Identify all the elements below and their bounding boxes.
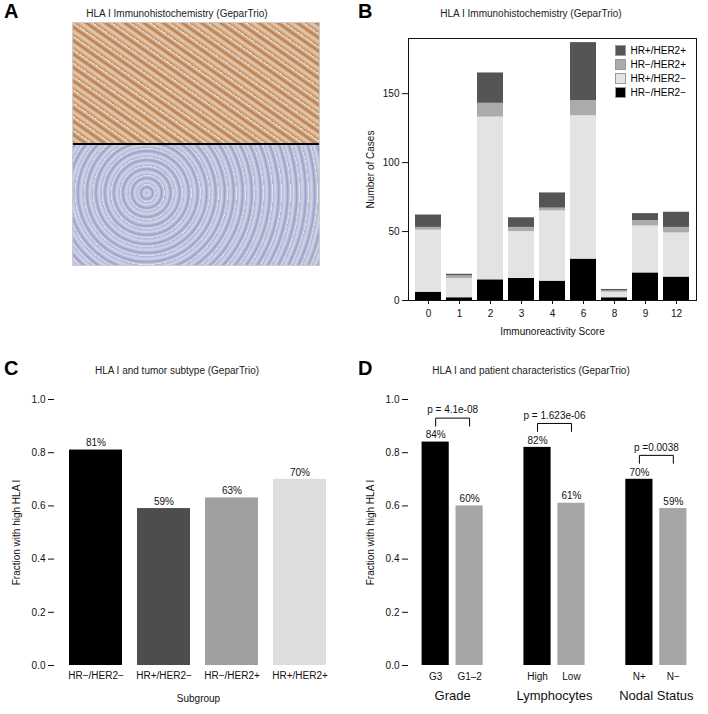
svg-text:HR−/HER2+: HR−/HER2+ (204, 670, 260, 681)
svg-text:Grade: Grade (435, 688, 471, 703)
svg-text:84%: 84% (426, 429, 446, 440)
svg-text:70%: 70% (629, 467, 649, 478)
svg-text:59%: 59% (154, 496, 174, 507)
svg-text:6: 6 (581, 308, 587, 319)
svg-text:0.8: 0.8 (386, 447, 400, 458)
svg-text:p = 4.1e-08: p = 4.1e-08 (427, 404, 478, 415)
svg-text:61%: 61% (561, 490, 581, 501)
svg-text:2: 2 (488, 308, 494, 319)
html-text:B: B (358, 0, 373, 22)
svg-text:G1–2: G1–2 (457, 671, 482, 682)
html-text:HLA I and tumor subtype (Gepar: HLA I and tumor subtype (GeparTrio) (94, 365, 260, 376)
svg-text:50: 50 (388, 226, 400, 237)
svg-text:0.2: 0.2 (386, 607, 400, 618)
svg-text:1.0: 1.0 (386, 394, 400, 405)
svg-text:100: 100 (383, 157, 400, 168)
html-text:A: A (4, 0, 19, 22)
svg-text:0.0: 0.0 (386, 660, 400, 671)
svg-text:N−: N− (667, 671, 680, 682)
svg-text:12: 12 (671, 308, 683, 319)
svg-text:High: High (527, 671, 548, 682)
svg-text:70%: 70% (290, 467, 310, 478)
svg-text:p =0.0038: p =0.0038 (634, 442, 679, 453)
svg-text:HR−/HER2−: HR−/HER2− (68, 670, 124, 681)
svg-text:9: 9 (643, 308, 649, 319)
svg-text:Number of Cases: Number of Cases (365, 131, 376, 209)
svg-text:p = 1.623e-06: p = 1.623e-06 (524, 410, 586, 421)
svg-text:1.0: 1.0 (32, 394, 46, 405)
svg-text:0.8: 0.8 (32, 447, 46, 458)
svg-text:81%: 81% (86, 437, 106, 448)
svg-text:Subgroup: Subgroup (177, 693, 221, 704)
svg-text:Fraction with high HLA I: Fraction with high HLA I (11, 480, 22, 586)
svg-text:1: 1 (457, 308, 463, 319)
svg-text:N+: N+ (633, 671, 646, 682)
svg-text:0: 0 (394, 295, 400, 306)
svg-text:82%: 82% (528, 435, 548, 446)
html-text:D: D (358, 357, 373, 379)
svg-text:3: 3 (519, 308, 525, 319)
html-text:HR+/HER2+: HR+/HER2+ (630, 45, 686, 56)
svg-text:0.4: 0.4 (386, 553, 400, 564)
svg-text:0.0: 0.0 (32, 660, 46, 671)
svg-text:Fraction with high HLA I: Fraction with high HLA I (365, 480, 376, 586)
svg-text:4: 4 (550, 308, 556, 319)
html-text:HR−/HER2+: HR−/HER2+ (630, 59, 686, 70)
svg-text:Immunoreactivity Score: Immunoreactivity Score (500, 326, 605, 337)
svg-text:0: 0 (426, 308, 432, 319)
html-text:HLA I Immunohistochemistry (Ge: HLA I Immunohistochemistry (GeparTrio) (86, 8, 268, 19)
svg-text:HR+/HER2−: HR+/HER2− (136, 670, 192, 681)
html-text:HLA I Immunohistochemistry (Ge: HLA I Immunohistochemistry (GeparTrio) (440, 8, 622, 19)
html-text:C: C (4, 357, 19, 379)
html-text:HLA I and patient characterist: HLA I and patient characteristics (Gepar… (432, 365, 630, 376)
html-text:HR+/HER2−: HR+/HER2− (630, 73, 686, 84)
svg-text:0.6: 0.6 (32, 500, 46, 511)
svg-text:59%: 59% (663, 496, 683, 507)
svg-text:60%: 60% (460, 493, 480, 504)
svg-text:G3: G3 (429, 671, 443, 682)
svg-text:0.2: 0.2 (32, 607, 46, 618)
svg-text:8: 8 (612, 308, 618, 319)
svg-text:63%: 63% (222, 485, 242, 496)
svg-text:HR+/HER2+: HR+/HER2+ (272, 670, 328, 681)
svg-text:Low: Low (562, 671, 581, 682)
svg-text:150: 150 (383, 88, 400, 99)
svg-text:Nodal Status: Nodal Status (619, 688, 694, 703)
svg-text:0.4: 0.4 (32, 553, 46, 564)
html-text:HR−/HER2−: HR−/HER2− (630, 87, 686, 98)
svg-text:Lymphocytes: Lymphocytes (516, 688, 593, 703)
svg-text:0.6: 0.6 (386, 500, 400, 511)
